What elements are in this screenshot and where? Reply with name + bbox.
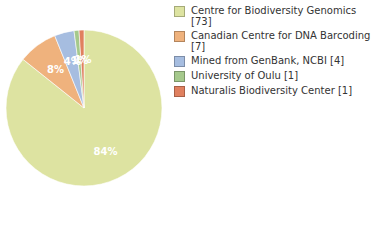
- html-text:Naturalis Biodiversity Center: Naturalis Biodiversity Center [1]: [191, 85, 353, 96]
- svg-text:1%: 1%: [74, 54, 91, 65]
- svg-text:8%: 8%: [47, 64, 64, 75]
- html-text:Centre for Biodiversity Genomi: Centre for Biodiversity Genomics [73]: [191, 5, 357, 27]
- html-text:Mined from GenBank, NCBI [4]: Mined from GenBank, NCBI [4]: [191, 55, 345, 66]
- html-text:University of Oulu [1]: University of Oulu [1]: [191, 70, 299, 81]
- svg-text:84%: 84%: [94, 146, 118, 157]
- html-text:Canadian Centre for DNA Barcod: Canadian Centre for DNA Barcoding [7]: [191, 30, 371, 52]
